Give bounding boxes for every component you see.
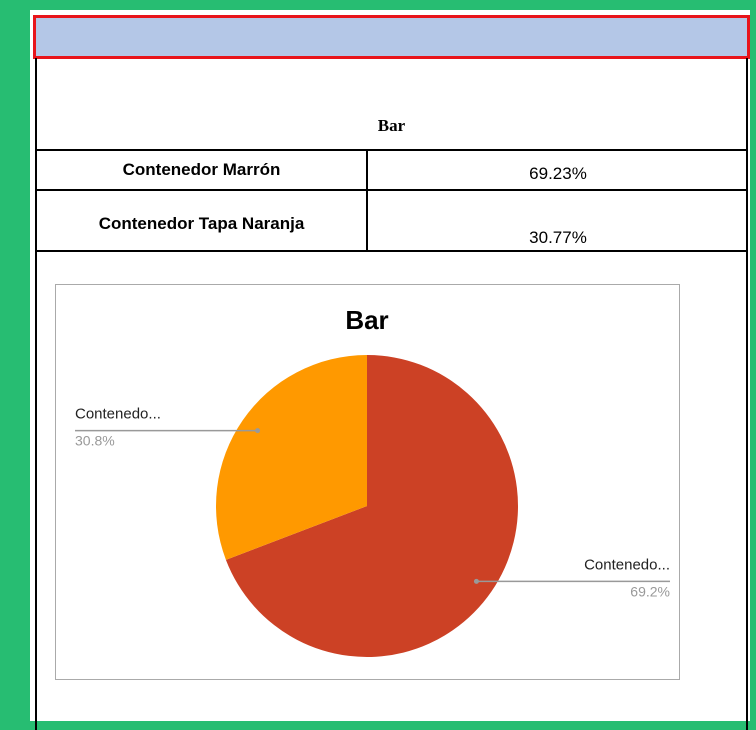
chart-title: Bar xyxy=(345,305,388,335)
report-title: Bar xyxy=(377,116,406,135)
title-row xyxy=(35,58,748,151)
table-cell: 30.77% xyxy=(529,228,587,247)
col-divider xyxy=(366,150,368,252)
table-cell: 69.23% xyxy=(529,164,587,183)
slice-value: 30.8% xyxy=(75,433,115,449)
pie-slice xyxy=(225,355,519,657)
table-cell: Contenedor Tapa Naranja xyxy=(98,214,305,233)
data-table xyxy=(35,150,748,252)
leader-dot xyxy=(473,578,479,584)
row-divider xyxy=(35,189,748,191)
slice-label: Contenedo... xyxy=(584,556,670,573)
leader-dot xyxy=(255,428,261,434)
chart-area xyxy=(35,250,748,730)
table-cell: Contenedor Marrón xyxy=(122,160,281,179)
pie-slice xyxy=(216,355,367,560)
header-bar xyxy=(33,15,750,59)
slice-label: Contenedo... xyxy=(75,406,161,423)
slice-value: 69.2% xyxy=(630,583,670,599)
